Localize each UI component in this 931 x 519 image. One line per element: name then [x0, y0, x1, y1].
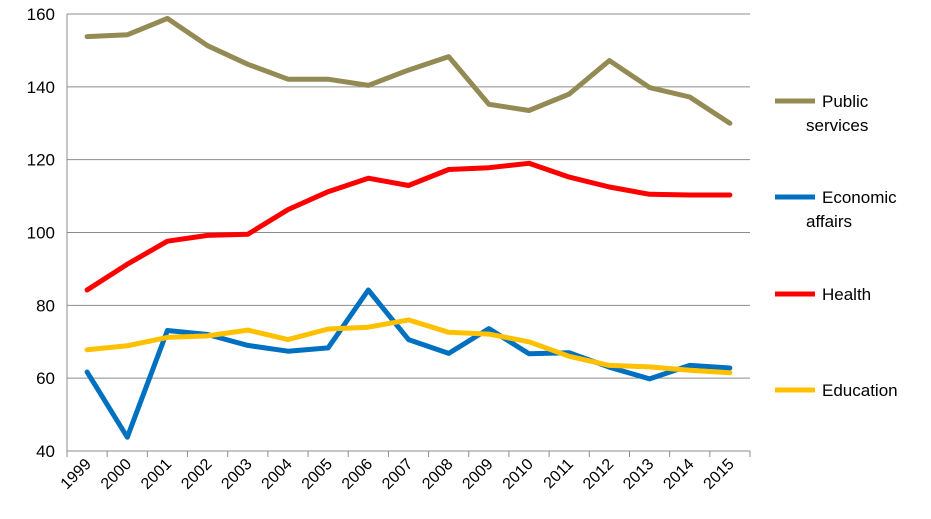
x-tick-label: 2013: [620, 456, 657, 493]
x-tick-label: 2001: [138, 456, 175, 493]
x-tick-label: 2011: [541, 456, 577, 492]
legend-label: Economic: [822, 188, 897, 207]
x-tick-label: 1999: [58, 456, 95, 493]
x-tick-label: 2008: [419, 456, 456, 493]
gridlines: [67, 13, 750, 379]
x-tick-label: 2010: [500, 456, 537, 493]
y-tick-label: 60: [36, 369, 55, 388]
y-tick-label: 120: [27, 151, 55, 170]
x-tick-label: 2005: [299, 456, 336, 493]
legend-label: services: [806, 116, 868, 135]
legend-label: Health: [822, 285, 871, 304]
x-tick-label: 2014: [660, 456, 697, 493]
series-lines: [84, 15, 733, 440]
legend-label: Education: [822, 381, 898, 400]
series-line-health: [84, 160, 733, 293]
legend-label: Public: [822, 92, 869, 111]
x-tick-label: 2002: [178, 456, 215, 493]
x-tick-label: 2003: [218, 456, 255, 493]
x-tick-label: 2009: [459, 456, 496, 493]
series-line-public-services: [84, 15, 733, 126]
x-tick-label: 2012: [580, 456, 617, 493]
legend-label: affairs: [806, 212, 852, 231]
y-tick-label: 80: [36, 296, 55, 315]
series-line-economic-affairs: [84, 287, 733, 440]
x-axis-ticks: 1999 2000 2001 2002 2003 2004 2005 2006 2007 2008…: [58, 456, 738, 493]
legend: Public services Economic affairs Health Educa…: [775, 92, 898, 400]
x-tick-label: 2007: [379, 456, 416, 493]
x-tick-label: 2015: [701, 456, 738, 493]
x-tick-label: 2000: [98, 456, 135, 493]
y-tick-label: 100: [27, 224, 55, 243]
y-tick-label: 160: [27, 5, 55, 24]
y-axis-ticks: 40 60 80 100 120 140 160: [27, 5, 55, 461]
series-line-education: [84, 317, 733, 376]
y-tick-label: 140: [27, 78, 55, 97]
x-tick-label: 2006: [339, 456, 376, 493]
x-tick-label: 2004: [259, 456, 296, 493]
axes: [66, 14, 751, 457]
y-tick-label: 40: [36, 442, 55, 461]
